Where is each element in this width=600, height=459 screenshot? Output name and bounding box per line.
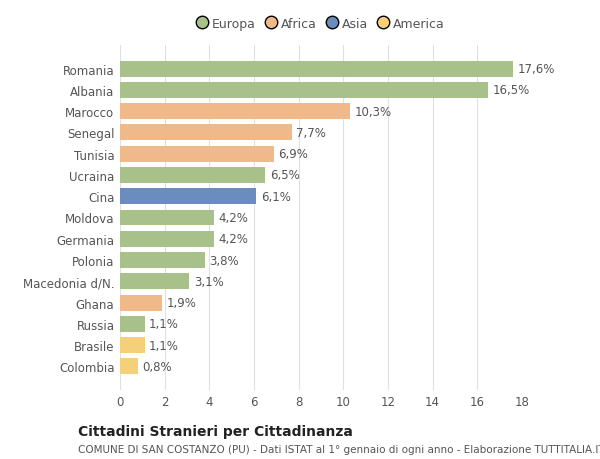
Bar [120,104,350,120]
Text: 6,5%: 6,5% [269,169,299,182]
Bar [120,210,214,226]
Text: COMUNE DI SAN COSTANZO (PU) - Dati ISTAT al 1° gennaio di ogni anno - Elaborazio: COMUNE DI SAN COSTANZO (PU) - Dati ISTAT… [78,444,600,454]
Text: 4,2%: 4,2% [218,212,248,224]
Bar [120,189,256,205]
Bar [120,274,189,290]
Text: 10,3%: 10,3% [355,106,392,118]
Text: 3,8%: 3,8% [209,254,239,267]
Text: 3,1%: 3,1% [194,275,223,288]
Text: 16,5%: 16,5% [493,84,530,97]
Bar [120,231,214,247]
Bar [120,83,488,99]
Text: 1,1%: 1,1% [149,339,179,352]
Text: 7,7%: 7,7% [296,127,326,140]
Bar [120,337,145,353]
Text: 0,8%: 0,8% [142,360,172,373]
Bar [120,146,274,162]
Bar [120,62,513,78]
Text: 4,2%: 4,2% [218,233,248,246]
Text: 6,9%: 6,9% [278,148,308,161]
Bar [120,316,145,332]
Bar [120,125,292,141]
Text: 1,1%: 1,1% [149,318,179,330]
Legend: Europa, Africa, Asia, America: Europa, Africa, Asia, America [197,18,445,31]
Text: Cittadini Stranieri per Cittadinanza: Cittadini Stranieri per Cittadinanza [78,425,353,438]
Bar [120,358,138,375]
Bar [120,252,205,269]
Bar [120,295,163,311]
Bar [120,168,265,184]
Text: 1,9%: 1,9% [167,297,197,309]
Text: 17,6%: 17,6% [518,63,555,76]
Text: 6,1%: 6,1% [260,190,290,203]
